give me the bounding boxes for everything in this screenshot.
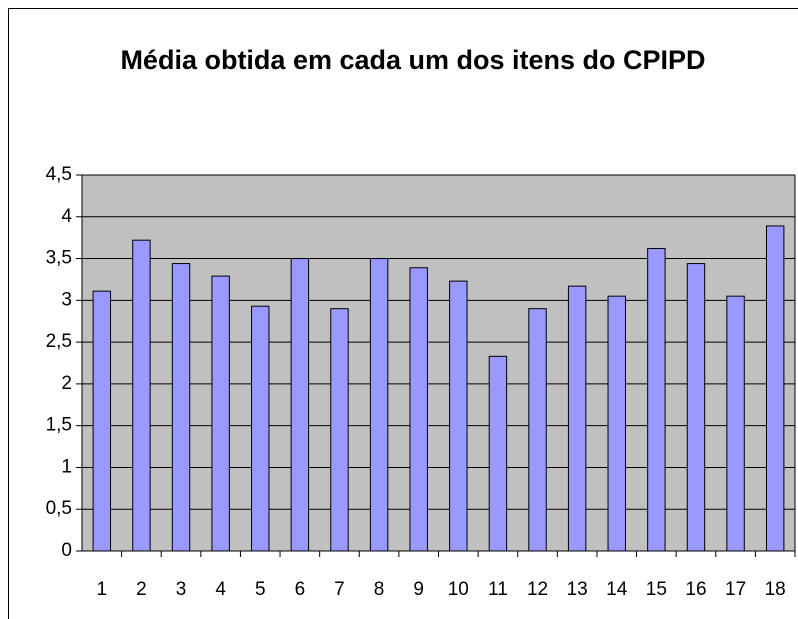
y-tick-label: 0,5 <box>46 498 72 519</box>
y-tick-label: 4,5 <box>46 164 72 185</box>
bar <box>92 290 112 552</box>
x-tick-label: 17 <box>725 579 746 600</box>
x-tick-label: 7 <box>334 579 345 600</box>
y-tick-label: 1,5 <box>46 415 72 436</box>
bar <box>132 239 151 552</box>
bar <box>369 258 389 552</box>
chart-title: Média obtida em cada um dos itens do CPI… <box>120 45 706 75</box>
bar <box>211 275 230 552</box>
plot-area <box>82 175 795 551</box>
x-tick-label: 3 <box>176 579 187 600</box>
x-tick-label: 18 <box>765 579 786 600</box>
x-tick-label: 13 <box>567 579 588 600</box>
y-tick-label: 3,5 <box>46 248 72 269</box>
y-tick-label: 0 <box>61 540 72 561</box>
x-tick-label: 12 <box>527 579 548 600</box>
x-tick-label: 15 <box>646 579 667 600</box>
bar <box>528 308 547 552</box>
x-tick-label: 10 <box>448 579 469 600</box>
bar <box>765 225 785 552</box>
bar <box>409 267 428 552</box>
x-tick-label: 6 <box>295 579 306 600</box>
y-tick-label: 3 <box>61 289 72 310</box>
bar <box>488 355 508 552</box>
x-tick-label: 5 <box>255 579 266 600</box>
x-tick-label: 11 <box>488 579 508 600</box>
bar <box>567 285 587 552</box>
x-tick-label: 16 <box>685 579 706 600</box>
bar <box>171 263 191 552</box>
bar <box>449 280 468 552</box>
y-tick-label: 1 <box>61 456 72 477</box>
bar <box>607 295 626 552</box>
y-tick-label: 2,5 <box>46 331 72 352</box>
x-tick-label: 14 <box>606 579 628 600</box>
x-tick-label: 8 <box>374 579 385 600</box>
bar <box>251 305 270 552</box>
x-tick-label: 2 <box>136 579 147 600</box>
bar <box>647 248 666 552</box>
bar <box>290 258 310 552</box>
bar <box>686 263 706 552</box>
y-tick-label: 4 <box>61 206 72 227</box>
y-tick-label: 2 <box>61 373 72 394</box>
x-tick-label: 4 <box>215 579 226 600</box>
bar <box>330 308 349 552</box>
bar <box>726 295 745 552</box>
x-tick-label: 1 <box>97 579 108 600</box>
x-tick-label: 9 <box>413 579 424 600</box>
